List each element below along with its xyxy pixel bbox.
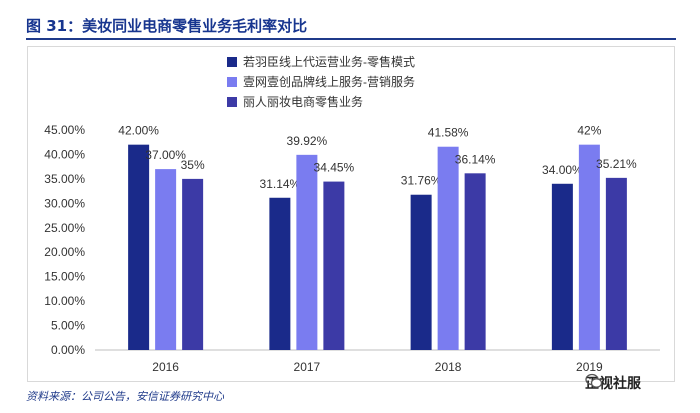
- bar-2018-series-1: [410, 194, 432, 350]
- source-note: 资料来源：公司公告，安信证券研究中心: [26, 390, 224, 403]
- bar-2016-series-1: [128, 144, 150, 350]
- x-tick-label: 2017: [294, 360, 321, 374]
- data-label: 36.14%: [455, 152, 496, 166]
- bar-2018-series-2: [437, 146, 459, 350]
- x-tick-label: 2019: [576, 360, 603, 374]
- y-tick-label: 45.00%: [44, 123, 85, 137]
- y-tick-label: 25.00%: [44, 221, 85, 235]
- legend-swatch: [227, 97, 237, 107]
- wechat-icon: [585, 373, 603, 388]
- data-label: 35%: [181, 158, 205, 172]
- x-tick-label: 2016: [152, 360, 179, 374]
- data-label: 42%: [577, 124, 601, 138]
- data-label: 37.00%: [145, 148, 186, 162]
- data-label: 39.92%: [287, 134, 328, 148]
- chart-frame: [27, 46, 675, 382]
- bar-2019-series-2: [578, 144, 600, 350]
- y-tick-label: 20.00%: [44, 245, 85, 259]
- title-bar: 图 31：美妆同业电商零售业务毛利率对比: [26, 14, 676, 40]
- legend-label: 壹网壹创品牌线上服务-营销服务: [243, 74, 415, 89]
- bar-2019-series-3: [605, 177, 627, 350]
- watermark: 正视社服: [585, 372, 641, 394]
- data-label: 34.45%: [314, 161, 355, 175]
- y-tick-label: 35.00%: [44, 172, 85, 186]
- bar-2016-series-2: [155, 169, 177, 350]
- figure-title: 图 31：美妆同业电商零售业务毛利率对比: [26, 17, 308, 35]
- legend-swatch: [227, 77, 237, 87]
- bar-2018-series-3: [464, 173, 486, 350]
- x-tick-label: 2018: [435, 360, 462, 374]
- data-label: 42.00%: [118, 124, 159, 138]
- bar-2019-series-1: [551, 183, 573, 350]
- y-tick-label: 30.00%: [44, 196, 85, 210]
- data-label: 34.00%: [542, 163, 583, 177]
- y-tick-label: 40.00%: [44, 147, 85, 161]
- legend-swatch: [227, 57, 237, 67]
- y-tick-label: 10.00%: [44, 294, 85, 308]
- y-tick-label: 5.00%: [51, 319, 85, 333]
- legend-label: 丽人丽妆电商零售业务: [243, 94, 363, 109]
- y-tick-label: 0.00%: [51, 343, 85, 357]
- y-tick-label: 15.00%: [44, 270, 85, 284]
- legend-label: 若羽臣线上代运营业务-零售模式: [243, 54, 415, 69]
- bar-2016-series-3: [182, 178, 204, 350]
- data-label: 35.21%: [596, 157, 637, 171]
- data-label: 41.58%: [428, 126, 469, 140]
- bar-2017-series-1: [269, 197, 291, 350]
- bar-2017-series-3: [323, 181, 345, 350]
- bar-2017-series-2: [296, 154, 318, 350]
- data-label: 31.76%: [401, 174, 442, 188]
- data-label: 31.14%: [260, 177, 301, 191]
